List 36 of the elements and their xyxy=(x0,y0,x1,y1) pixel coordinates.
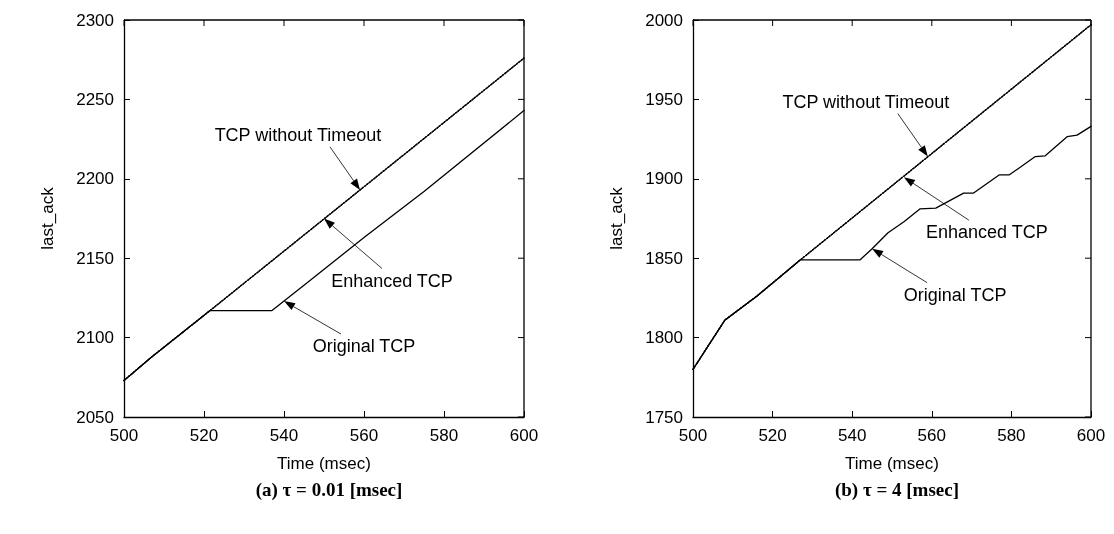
y-tick-label: 1800 xyxy=(645,328,683,348)
x-tick-label: 560 xyxy=(917,426,946,445)
x-tick-label: 600 xyxy=(509,426,539,445)
y-tick-label: 2050 xyxy=(76,407,114,427)
text: (b) τ = 4 [msec] xyxy=(834,479,960,501)
y-tick-label: 2300 xyxy=(76,10,114,30)
y-axis-title: last_ack xyxy=(38,186,57,250)
y-axis-title: last_ack xyxy=(607,186,626,250)
y-tick-label: 2100 xyxy=(76,328,114,348)
annotation: TCP without Timeout xyxy=(782,91,950,112)
x-tick-label: 540 xyxy=(838,426,867,445)
x-axis-title: Time (msec) xyxy=(845,454,939,473)
x-tick-label: 500 xyxy=(678,426,708,445)
annotation: Enhanced TCP xyxy=(926,222,1048,243)
y-tick-label: 1850 xyxy=(645,248,683,268)
x-tick-label: 500 xyxy=(109,426,139,445)
y-tick-label: 2000 xyxy=(645,10,683,30)
x-tick-label: 600 xyxy=(1076,426,1106,445)
x-tick-label: 580 xyxy=(429,426,459,445)
x-tick-label: 540 xyxy=(269,426,299,445)
y-tick-label: 2150 xyxy=(76,248,114,268)
annotation: Original TCP xyxy=(903,284,1007,305)
y-tick-label: 1950 xyxy=(645,89,683,109)
x-axis-title: Time (msec) xyxy=(277,454,371,473)
x-tick-label: 580 xyxy=(997,426,1026,445)
y-tick-label: 1900 xyxy=(645,169,683,189)
y-tick-label: 1750 xyxy=(645,407,683,427)
y-tick-label: 2200 xyxy=(76,169,114,189)
x-tick-label: 520 xyxy=(189,426,219,445)
x-tick-label: 520 xyxy=(758,426,787,445)
annotation: Enhanced TCP xyxy=(331,270,453,291)
y-tick-label: 2250 xyxy=(76,89,114,109)
x-tick-label: 560 xyxy=(349,426,379,445)
text: (a) τ = 0.01 [msec] xyxy=(255,479,403,501)
annotation: Original TCP xyxy=(312,336,416,357)
annotation: TCP without Timeout xyxy=(214,124,382,145)
